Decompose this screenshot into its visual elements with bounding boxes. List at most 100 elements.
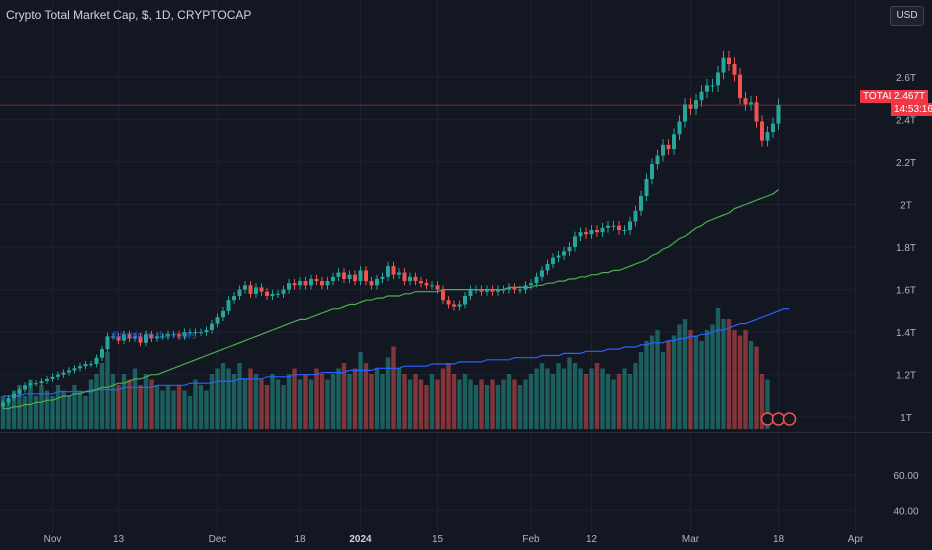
candle-body [94,357,99,365]
volume-bar [55,385,61,429]
volume-bar [66,396,72,429]
candle-body [683,104,687,122]
volume-bar [143,374,149,429]
candle [61,369,66,378]
candle-body [193,332,198,334]
candle [380,272,385,284]
candle [721,50,726,80]
volume-bar [501,379,506,429]
candle [760,115,764,147]
candle-body [397,272,401,275]
volume-bar [154,385,160,429]
volume-bar [506,374,512,429]
time-axis-label: 18 [773,534,785,545]
candle [122,330,126,345]
candle [474,285,478,294]
candle [771,117,775,139]
candle [468,285,473,300]
volume-bar [341,363,347,429]
candle [413,272,418,286]
volume-bar [589,368,594,429]
candle-body [221,310,225,318]
candle [595,225,599,237]
candle [644,173,649,202]
candle-body [628,221,632,230]
currency-selector[interactable]: USD [890,6,924,26]
candle [386,261,390,282]
candle-body [386,266,390,277]
candle [265,287,269,300]
candle [457,300,462,311]
candle [479,285,484,296]
candle [650,158,654,185]
candle-body [177,334,181,337]
candle-body [314,278,319,282]
candle [281,285,286,298]
candle-body [149,334,154,339]
candle-body [259,287,264,292]
candle [578,227,583,242]
candle-body [166,334,170,337]
volume-bar [259,379,264,429]
candle-body [232,295,236,301]
candle [655,149,660,170]
candle [298,276,302,290]
volume-bar [754,346,759,429]
candle [28,380,33,389]
news-marker-icon [760,412,775,426]
volume-bar [539,363,545,429]
volume-bar [429,374,435,429]
time-axis-label: Feb [522,534,540,545]
candle [111,332,115,340]
symbol-label: TOTAL [860,90,898,103]
candle [105,332,110,353]
candle [177,330,181,340]
volume-bar [248,368,253,429]
volume-bar [77,390,83,429]
candle [23,382,27,393]
candle [331,272,335,286]
candle-body [320,281,324,286]
candle [606,220,610,233]
candle [589,225,594,240]
candle [452,300,456,311]
candle [83,360,88,370]
candle-body [6,398,11,403]
volume-bar [479,379,484,429]
candle [72,365,77,374]
candle [276,289,280,298]
candle-body [133,336,137,339]
time-axis-label: Dec [209,534,227,545]
candle-body [512,287,517,290]
volume-bar [374,368,380,429]
candle [749,96,753,111]
candle-body [188,332,192,334]
time-axis-label: 12 [586,534,598,545]
candle [12,390,16,401]
candle-body [67,370,71,373]
candle-body [408,276,412,282]
volume-bar [88,379,94,429]
candle [232,291,236,305]
candle-body [743,98,748,105]
candle [171,330,176,338]
candle-body [331,276,335,282]
ma-short-line [3,189,779,410]
candle [699,85,704,107]
candle-body [199,332,203,334]
candle-body [672,134,676,150]
candle-body [237,289,242,296]
candle [292,279,297,290]
volume-bar [561,368,567,429]
candle [710,78,715,92]
time-axis-label: 13 [113,534,125,545]
candle [133,332,137,343]
news-marker-icon [771,412,786,426]
time-axis-label: Apr [848,534,864,545]
chart-title: Crypto Total Market Cap, $, 1D, CRYPTOCA… [6,8,252,22]
volume-bar [765,379,770,429]
candle [287,279,291,294]
candle [204,326,209,336]
candle [160,332,165,340]
